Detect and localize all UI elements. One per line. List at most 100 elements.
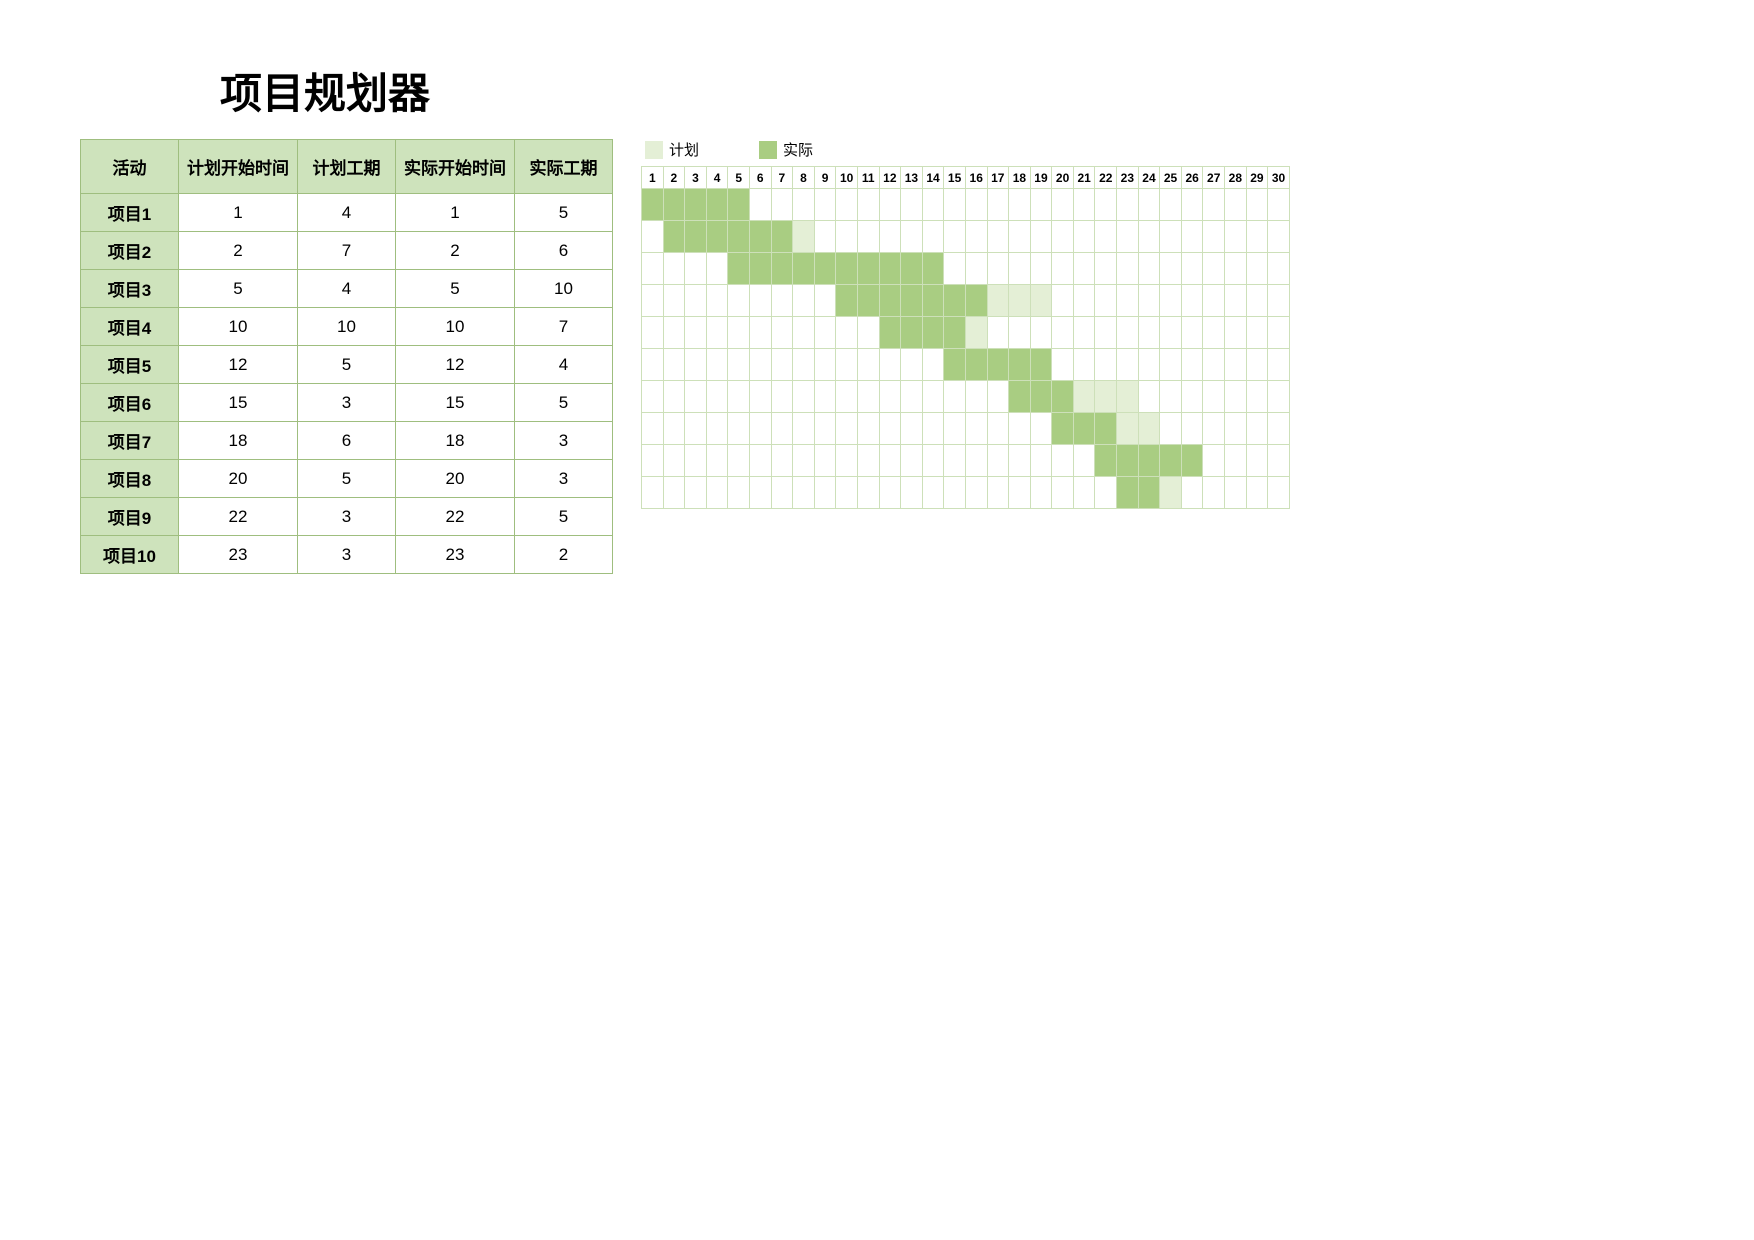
gantt-cell — [1138, 317, 1160, 349]
gantt-cell — [642, 221, 664, 253]
gantt-cell — [901, 381, 923, 413]
gantt-cell — [1030, 477, 1052, 509]
gantt-cell — [965, 445, 987, 477]
table-row: 项目9223225 — [81, 498, 613, 536]
gantt-cell — [1030, 189, 1052, 221]
gantt-cell — [879, 381, 901, 413]
gantt-cell — [1225, 349, 1247, 381]
gantt-cell — [1009, 317, 1031, 349]
gantt-cell — [793, 189, 815, 221]
gantt-cell — [685, 445, 707, 477]
table-row: 项目7186183 — [81, 422, 613, 460]
gantt-cell — [1138, 445, 1160, 477]
gantt-cell — [1009, 477, 1031, 509]
activity-cell: 项目4 — [81, 308, 179, 346]
legend-actual-swatch — [759, 141, 777, 159]
gantt-period-header: 14 — [922, 167, 944, 189]
gantt-cell — [771, 477, 793, 509]
gantt-area: 计划 实际 1234567891011121314151617181920212… — [641, 139, 1290, 574]
gantt-period-header: 16 — [965, 167, 987, 189]
gantt-cell — [965, 253, 987, 285]
legend-plan-label: 计划 — [669, 139, 699, 160]
gantt-cell — [944, 477, 966, 509]
gantt-cell — [1138, 349, 1160, 381]
gantt-cell — [987, 253, 1009, 285]
gantt-cell — [836, 253, 858, 285]
gantt-cell — [793, 445, 815, 477]
page-title: 项目规划器 — [220, 60, 1674, 121]
gantt-cell — [1117, 477, 1139, 509]
activity-cell: 项目3 — [81, 270, 179, 308]
gantt-cell — [901, 285, 923, 317]
gantt-cell — [728, 285, 750, 317]
gantt-cell — [1009, 381, 1031, 413]
gantt-cell — [1160, 285, 1182, 317]
data-cell: 20 — [179, 460, 298, 498]
data-cell: 4 — [515, 346, 613, 384]
gantt-cell — [922, 477, 944, 509]
gantt-cell — [1138, 189, 1160, 221]
gantt-cell — [685, 189, 707, 221]
data-cell: 10 — [298, 308, 396, 346]
data-cell: 10 — [515, 270, 613, 308]
gantt-cell — [1268, 285, 1290, 317]
gantt-row — [642, 477, 1290, 509]
gantt-cell — [1117, 317, 1139, 349]
gantt-cell — [836, 285, 858, 317]
gantt-cell — [685, 221, 707, 253]
gantt-cell — [1246, 349, 1268, 381]
gantt-cell — [1009, 253, 1031, 285]
gantt-cell — [879, 477, 901, 509]
gantt-cell — [749, 189, 771, 221]
gantt-cell — [1095, 477, 1117, 509]
gantt-cell — [749, 285, 771, 317]
gantt-cell — [1246, 221, 1268, 253]
gantt-cell — [922, 285, 944, 317]
gantt-cell — [1225, 413, 1247, 445]
gantt-cell — [728, 317, 750, 349]
gantt-cell — [706, 285, 728, 317]
gantt-period-header: 9 — [814, 167, 836, 189]
gantt-cell — [1246, 413, 1268, 445]
gantt-cell — [814, 317, 836, 349]
gantt-cell — [1009, 221, 1031, 253]
gantt-cell — [1225, 477, 1247, 509]
gantt-period-header: 8 — [793, 167, 815, 189]
gantt-body — [642, 189, 1290, 509]
gantt-cell — [857, 381, 879, 413]
gantt-cell — [987, 285, 1009, 317]
gantt-cell — [1181, 477, 1203, 509]
gantt-cell — [1225, 221, 1247, 253]
gantt-cell — [663, 381, 685, 413]
gantt-cell — [793, 253, 815, 285]
gantt-cell — [1203, 221, 1225, 253]
gantt-cell — [771, 221, 793, 253]
gantt-cell — [1052, 317, 1074, 349]
data-cell: 4 — [298, 194, 396, 232]
gantt-cell — [857, 189, 879, 221]
gantt-row — [642, 317, 1290, 349]
gantt-cell — [749, 381, 771, 413]
gantt-period-header: 17 — [987, 167, 1009, 189]
gantt-cell — [1052, 253, 1074, 285]
gantt-cell — [1030, 381, 1052, 413]
table-body: 项目11415项目22726项目354510项目41010107项目512512… — [81, 194, 613, 574]
gantt-cell — [1138, 413, 1160, 445]
data-cell: 5 — [396, 270, 515, 308]
gantt-cell — [1073, 189, 1095, 221]
gantt-cell — [922, 189, 944, 221]
gantt-cell — [1052, 445, 1074, 477]
gantt-cell — [1203, 381, 1225, 413]
gantt-cell — [857, 221, 879, 253]
gantt-cell — [771, 349, 793, 381]
gantt-cell — [857, 445, 879, 477]
gantt-cell — [663, 189, 685, 221]
gantt-cell — [1117, 285, 1139, 317]
gantt-cell — [1052, 413, 1074, 445]
gantt-cell — [706, 477, 728, 509]
gantt-cell — [879, 285, 901, 317]
gantt-cell — [1160, 413, 1182, 445]
gantt-period-header: 3 — [685, 167, 707, 189]
gantt-cell — [1160, 221, 1182, 253]
data-cell: 18 — [396, 422, 515, 460]
